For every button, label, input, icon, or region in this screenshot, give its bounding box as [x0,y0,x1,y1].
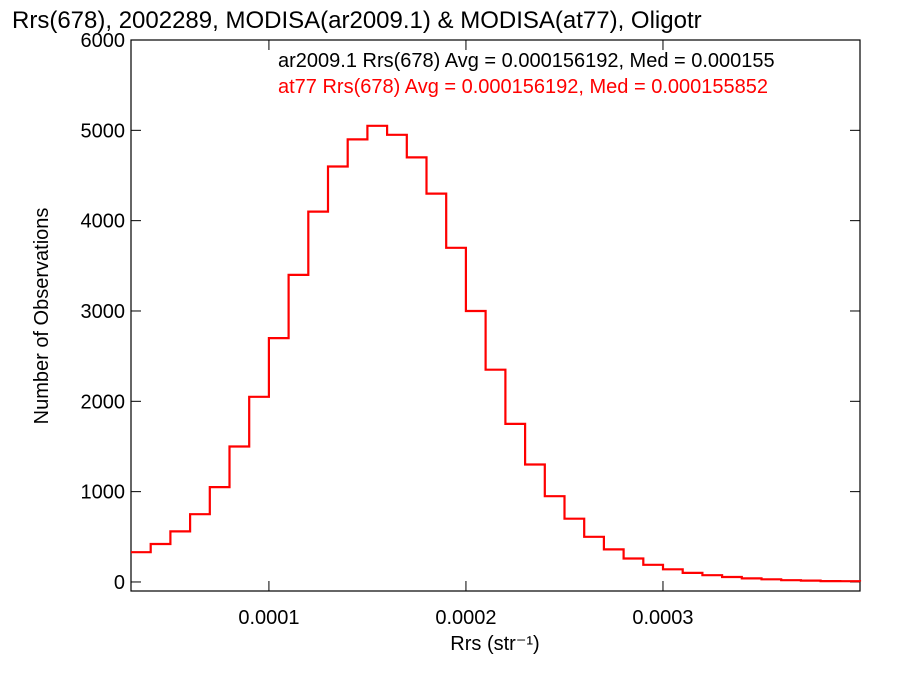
y-axis-label: Number of Observations [31,208,53,425]
y-tick-label: 1000 [81,482,126,504]
x-axis: 0.0001 0.0002 0.0003 [238,40,694,629]
histogram-series-1 [131,124,862,583]
y-tick-label: 0 [114,572,125,594]
y-axis: 0 1000 2000 3000 4000 5000 6000 [81,30,860,594]
annotation-ar2009: ar2009.1 Rrs(678) Avg = 0.000156192, Med… [278,50,775,72]
y-tick-label: 3000 [81,301,126,323]
x-tick-label: 0.0001 [238,607,299,629]
y-tick-label: 5000 [81,120,126,142]
y-tick-label: 4000 [81,211,126,233]
y-tick-label: 6000 [81,30,126,52]
y-tick-label: 2000 [81,391,126,413]
x-tick-label: 0.0002 [435,607,496,629]
series-layer [131,124,862,583]
chart-title: Rrs(678), 2002289, MODISA(ar2009.1) & MO… [12,7,702,34]
histogram-series-0 [131,125,861,582]
plot-frame [130,39,861,592]
x-tick-label: 0.0003 [632,607,693,629]
x-axis-label: Rrs (str⁻¹) [450,633,539,655]
annotation-at77: at77 Rrs(678) Avg = 0.000156192, Med = 0… [278,76,768,98]
